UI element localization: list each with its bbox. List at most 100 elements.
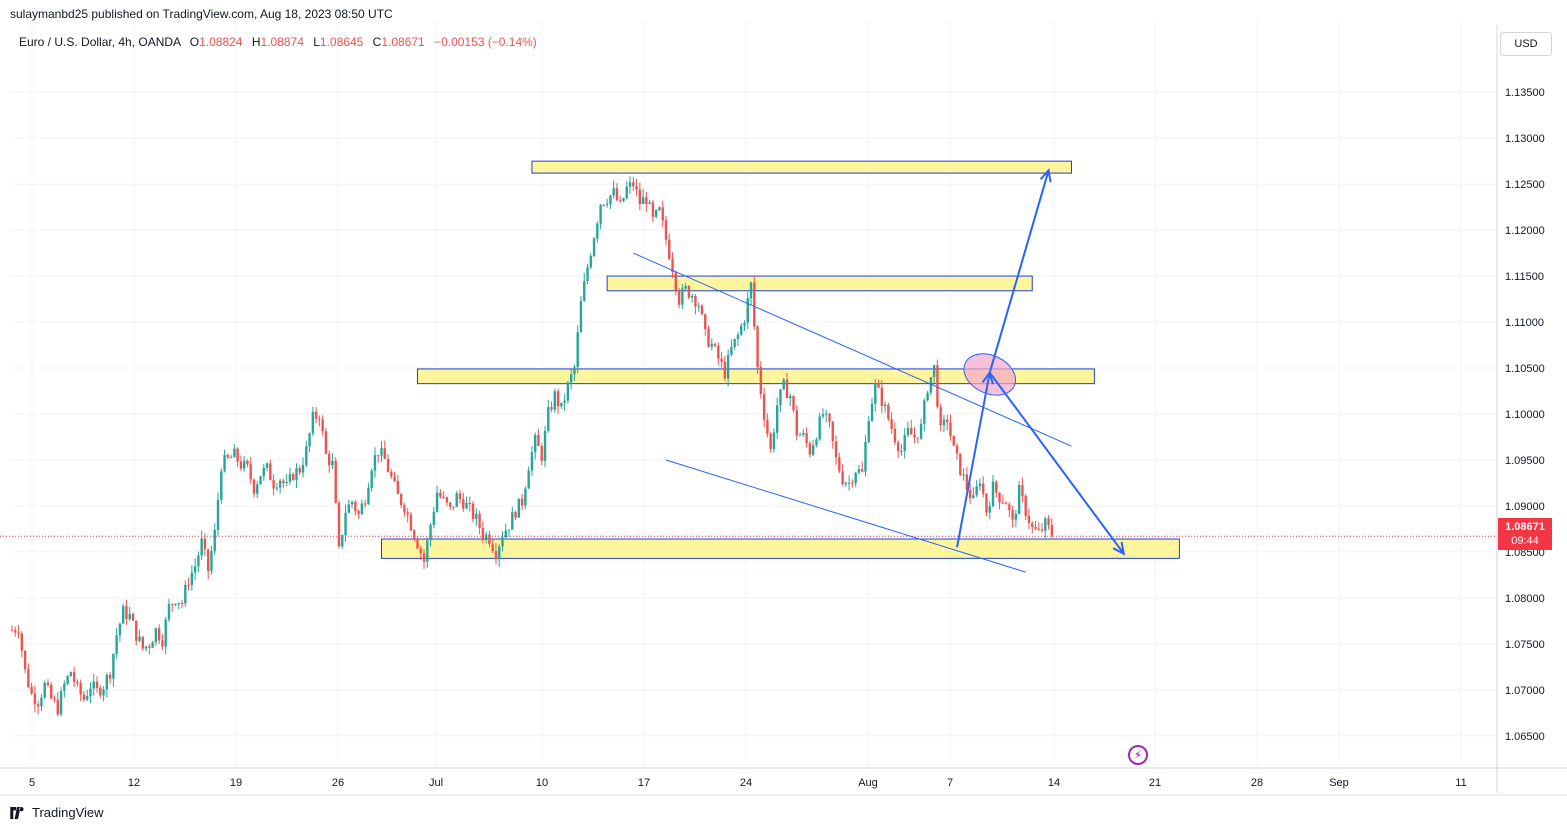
close-value: 1.08671 — [381, 35, 425, 49]
candle-body — [596, 223, 599, 239]
candle-body — [184, 585, 187, 604]
candle-body — [792, 396, 795, 411]
candle-body — [465, 502, 468, 509]
candle-body — [305, 446, 308, 465]
candle-body — [710, 343, 713, 347]
candle-body — [707, 328, 710, 347]
low-value: 1.08645 — [319, 35, 364, 49]
candle-body — [501, 537, 504, 547]
time-tick-label: 19 — [230, 777, 242, 789]
candle-body — [547, 407, 550, 431]
candle-body — [164, 619, 167, 647]
tradingview-logo-icon — [10, 806, 24, 819]
candle-body — [92, 681, 95, 689]
candle-body — [59, 691, 63, 715]
candle-body — [363, 503, 367, 505]
candle-body — [831, 421, 834, 442]
candle-body — [802, 433, 805, 435]
open-label: O — [189, 35, 200, 49]
published-info: sulaymanbd25 published on TradingView.co… — [10, 7, 393, 21]
candle-body — [442, 496, 445, 498]
candle-body — [573, 367, 576, 375]
candle-body — [864, 441, 867, 472]
candle-body — [216, 499, 220, 530]
candle-body — [177, 603, 180, 605]
candle-body — [43, 682, 46, 698]
candle-body — [589, 255, 592, 268]
candle-body — [511, 512, 514, 530]
candle-body — [579, 300, 583, 333]
level-zone — [381, 538, 1180, 559]
price-tick-label: 1.13500 — [1505, 87, 1545, 99]
time-tick-label: 12 — [128, 777, 140, 789]
candle-body — [632, 182, 635, 187]
candle-body — [664, 220, 668, 240]
price-tick-label: 1.12000 — [1505, 225, 1545, 237]
candle-body — [331, 460, 334, 466]
candle-body — [128, 613, 131, 620]
candle-body — [246, 460, 249, 465]
candle-body — [1027, 515, 1031, 524]
currency-button[interactable]: USD — [1500, 32, 1552, 56]
candle-body — [903, 435, 906, 452]
candle-body — [318, 418, 321, 420]
projection-arrow-head — [1039, 168, 1052, 183]
candle-body — [651, 202, 655, 217]
candle-body — [978, 483, 982, 487]
lightning-icon[interactable]: ⚡ — [1128, 745, 1148, 765]
candle-body — [998, 492, 1001, 503]
footer-brand[interactable]: TradingView — [10, 805, 104, 820]
candle-body — [249, 464, 252, 480]
candle-body — [880, 387, 884, 407]
candle-body — [566, 382, 570, 401]
candle-body — [805, 433, 808, 444]
candle-body — [82, 694, 86, 700]
candle-body — [932, 365, 936, 378]
candle-body — [919, 423, 923, 439]
candle-body — [416, 538, 419, 549]
price-tick-label: 1.10500 — [1505, 363, 1545, 375]
candle-body — [308, 433, 311, 447]
candle-body — [413, 530, 416, 539]
candle-body — [278, 480, 282, 488]
candle-body — [560, 402, 563, 407]
candle-body — [341, 535, 344, 547]
candle-body — [586, 267, 589, 282]
change-value: −0.00153 (−0.14%) — [434, 35, 537, 49]
candle-body — [426, 540, 429, 562]
candle-body — [46, 682, 50, 685]
candle-body — [697, 305, 700, 307]
candle-body — [985, 493, 988, 513]
candle-body — [135, 620, 138, 641]
candle-body — [975, 486, 978, 496]
candle-body — [236, 448, 239, 462]
candle-body — [383, 448, 386, 459]
candle-body — [530, 452, 534, 471]
candle-body — [350, 501, 354, 505]
candle-body — [818, 416, 821, 440]
candle-body — [789, 396, 792, 399]
last-price-tag: 1.08671 09:44 — [1498, 518, 1552, 550]
candle-body — [1050, 525, 1054, 536]
candle-body — [602, 204, 606, 206]
level-zone — [606, 275, 1033, 292]
candle-body — [939, 406, 942, 426]
candle-body — [619, 200, 622, 202]
projection-arrow-down-head — [1112, 541, 1126, 556]
candle-body — [514, 512, 517, 518]
time-tick-label: Aug — [858, 777, 878, 789]
candle-body — [674, 272, 678, 291]
price-tick-label: 1.10000 — [1505, 409, 1545, 421]
candle-body — [360, 503, 364, 515]
candle-body — [910, 427, 913, 435]
candle-body — [239, 461, 243, 469]
candle-body — [223, 455, 226, 472]
candle-body — [419, 548, 422, 554]
price-tick-label: 1.09500 — [1505, 455, 1545, 467]
time-tick-label: 28 — [1251, 777, 1263, 789]
candle-body — [226, 455, 230, 458]
candle-body — [131, 613, 135, 621]
candle-body — [972, 495, 975, 498]
candle-body — [298, 468, 301, 473]
